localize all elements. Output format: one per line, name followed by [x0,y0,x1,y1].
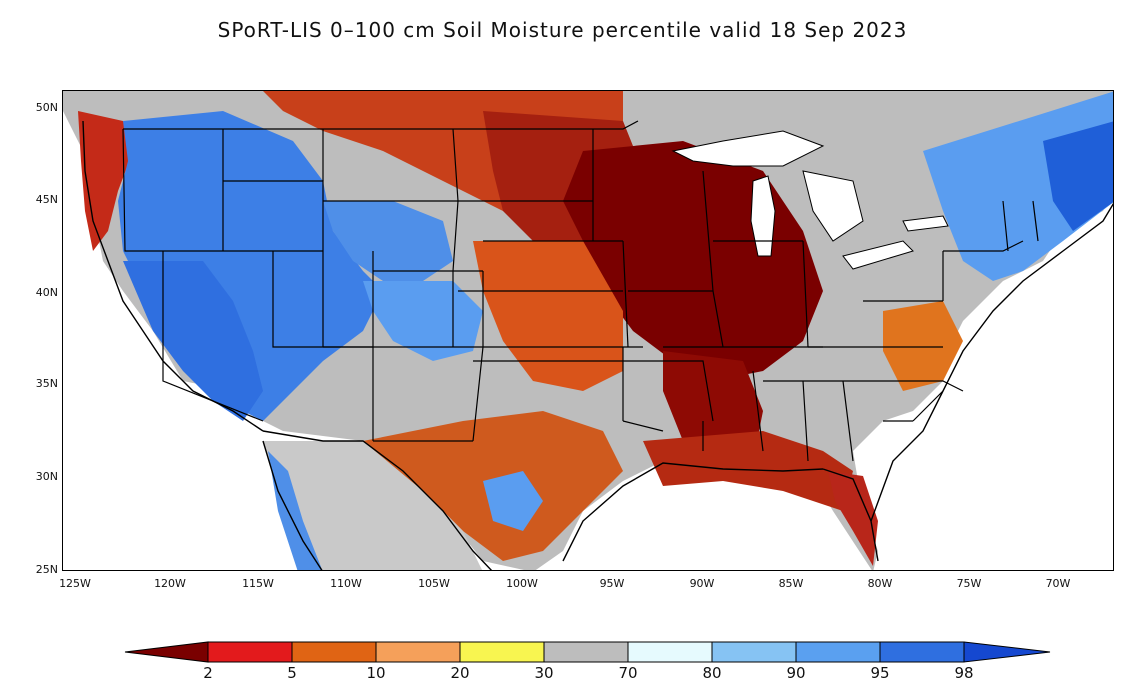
colorbar-seg-10 [963,641,1051,663]
lon-label-105w: 105W [418,577,450,590]
region-new-england-wet [1043,121,1113,231]
lon-label-85w: 85W [778,577,804,590]
lat-label-40n: 40N [35,286,58,299]
colorbar-seg-5 [543,641,629,663]
coastlines [82,120,1113,570]
lake-erie [842,240,914,270]
state-boundaries [122,120,1039,462]
lon-label-70w: 70W [1045,577,1071,590]
lat-label-30n: 30N [35,470,58,483]
region-appalachian-orange [883,301,963,391]
colorbar-label-2: 2 [203,664,213,682]
lon-label-80w: 80W [867,577,893,590]
colorbar-seg-2 [291,641,377,663]
lon-label-110w: 110W [330,577,362,590]
baja-wet [268,451,323,570]
region-florida-dry [828,471,878,566]
lon-label-125w: 125W [59,577,91,590]
soil-moisture-map [63,91,1113,570]
region-rockies-wet [323,201,453,281]
lon-label-75w: 75W [956,577,982,590]
colorbar-seg-6 [627,641,713,663]
lon-label-100w: 100W [506,577,538,590]
lon-label-95w: 95W [599,577,625,590]
region-gulf-coast-dry [643,431,853,511]
colorbar-label-95: 95 [870,664,890,682]
colorbar-label-98: 98 [954,664,974,682]
colorbar-seg-3 [375,641,461,663]
lake-michigan [750,175,776,257]
mexico-region [263,441,483,570]
colorbar-seg-8 [795,641,881,663]
region-central-plains-dry [473,241,623,391]
region-south-texas-wet [483,471,543,531]
map-panel [62,90,1114,571]
lon-label-90w: 90W [689,577,715,590]
colorbar-label-90: 90 [786,664,806,682]
colorbar-label-10: 10 [366,664,386,682]
lat-label-35n: 35N [35,377,58,390]
lake-ontario [902,215,949,232]
map-title: SPoRT-LIS 0–100 cm Soil Moisture percent… [217,18,908,42]
colorbar-label-80: 80 [702,664,722,682]
colorbar-label-30: 30 [534,664,554,682]
colorbar-label-5: 5 [287,664,297,682]
lat-label-45n: 45N [35,193,58,206]
colorbar-seg-4 [459,641,545,663]
colorbar-label-70: 70 [618,664,638,682]
colorbar-seg-0 [124,641,209,663]
colorbar-seg-1 [207,641,293,663]
region-great-basin-wet [123,261,263,421]
colorbar-label-20: 20 [450,664,470,682]
lat-label-25n: 25N [35,563,58,576]
lon-label-115w: 115W [242,577,274,590]
lon-label-120w: 120W [154,577,186,590]
lake-huron [802,170,864,242]
colorbar-seg-9 [879,641,965,663]
lake-superior [671,130,825,167]
lat-label-50n: 50N [35,101,58,114]
colorbar-seg-7 [711,641,797,663]
